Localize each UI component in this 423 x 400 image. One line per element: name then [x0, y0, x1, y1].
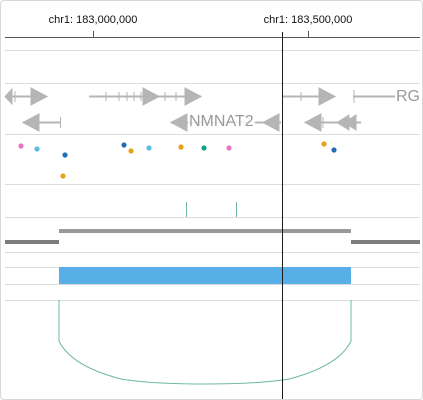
interval-segment — [59, 229, 351, 233]
data-point[interactable] — [121, 142, 126, 147]
interval-segment — [5, 240, 59, 244]
gene-arrow-left-icon — [23, 114, 39, 131]
gene-arrow-right-icon — [185, 88, 201, 105]
data-point[interactable] — [128, 148, 133, 153]
gene-label-nmnat2[interactable]: NMNAT2 — [188, 113, 255, 131]
data-point[interactable] — [321, 141, 326, 146]
highlight-bar[interactable] — [59, 267, 351, 284]
data-point[interactable] — [146, 145, 151, 150]
point-track[interactable] — [18, 141, 336, 178]
interval-track[interactable] — [5, 229, 420, 244]
data-point[interactable] — [62, 152, 67, 157]
data-point[interactable] — [18, 143, 23, 148]
data-point[interactable] — [60, 173, 65, 178]
gene-arrow-right-icon — [31, 88, 47, 105]
data-point[interactable] — [226, 145, 231, 150]
gene-arrow-left-icon — [263, 114, 279, 131]
gene-arrow-left-icon — [5, 89, 12, 104]
gene-arrow-left-icon — [171, 114, 187, 131]
data-point[interactable] — [331, 147, 336, 152]
gene-arrow-right-icon — [143, 88, 159, 105]
data-point[interactable] — [178, 144, 183, 149]
data-point[interactable] — [34, 146, 39, 151]
cursor-line — [282, 32, 283, 400]
gene-label-rg[interactable]: RG — [395, 88, 421, 106]
connection-arc[interactable] — [59, 300, 351, 384]
marker-track[interactable] — [187, 202, 237, 217]
gene-arrow-left-icon — [305, 114, 321, 131]
gene-track-row-1[interactable] — [5, 88, 395, 105]
interval-segment — [351, 240, 420, 244]
gene-arrow-right-icon — [319, 88, 335, 105]
data-point[interactable] — [201, 145, 206, 150]
